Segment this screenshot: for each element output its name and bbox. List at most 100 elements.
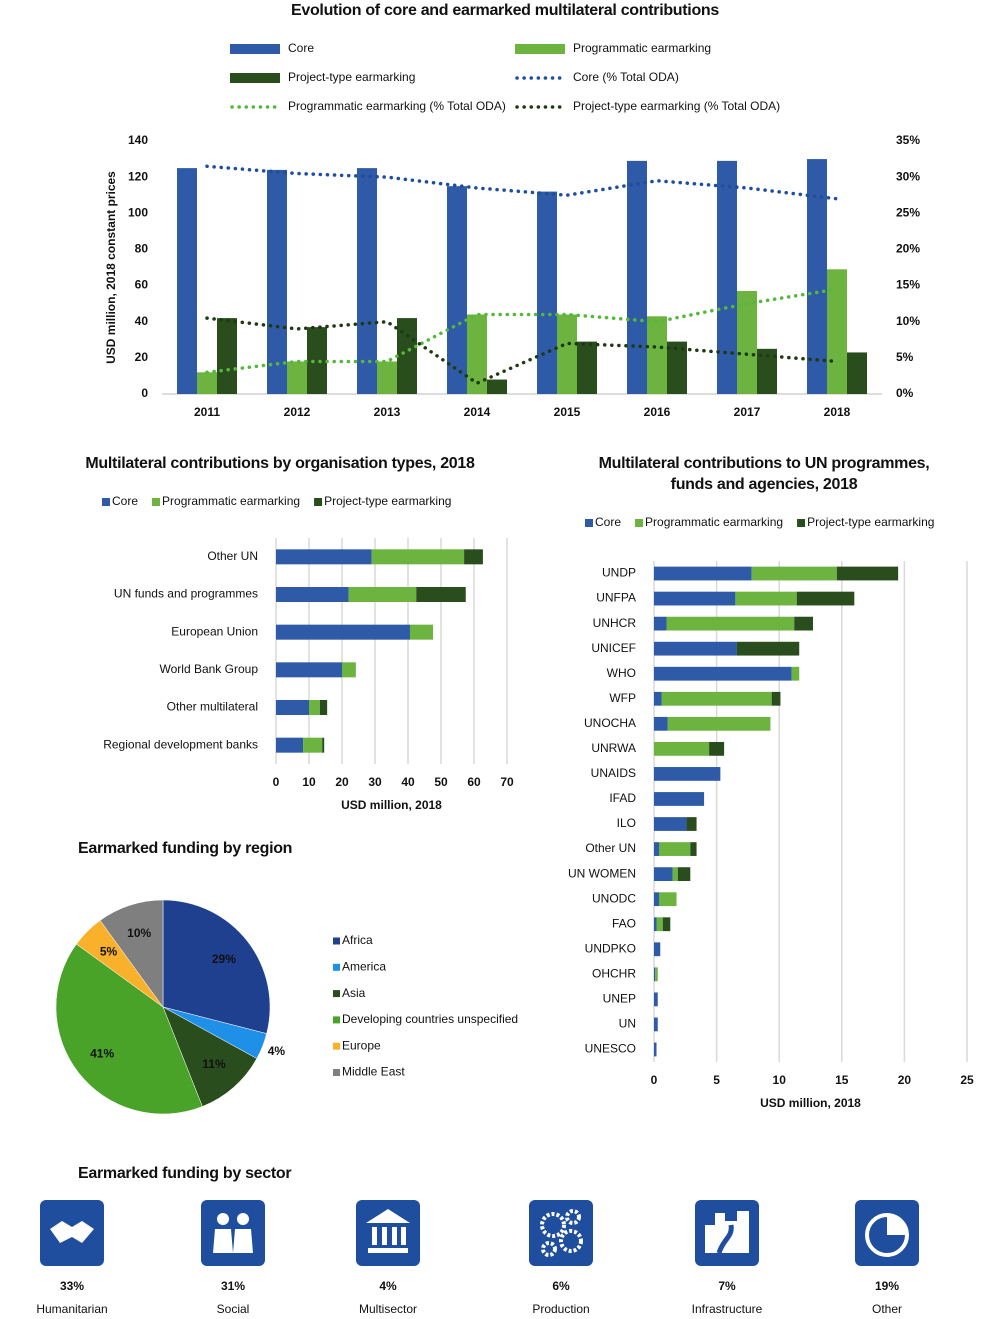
icon-glyph: [705, 1211, 749, 1253]
x-tick-label: 50: [434, 775, 448, 789]
bar-segment: [735, 591, 797, 606]
bar: [667, 341, 687, 394]
section-title: Earmarked funding by sector: [78, 1165, 292, 1182]
y-tick-label: UNHCR: [593, 616, 637, 630]
legend-swatch: [333, 1016, 340, 1024]
x-tick-label: 25: [960, 1073, 974, 1087]
bar: [717, 160, 737, 394]
x-tick-label: 15: [835, 1073, 849, 1087]
bar: [197, 372, 217, 394]
y-tick-label: 80: [135, 242, 149, 256]
bar-segment: [654, 817, 687, 831]
legend-label: Middle East: [342, 1065, 405, 1079]
line: [205, 316, 839, 386]
bar: [397, 318, 417, 394]
bar-segment: [655, 967, 658, 982]
legend-label: Core: [595, 515, 621, 529]
bar-segment: [690, 842, 697, 856]
sector-share: 7%: [718, 1279, 736, 1293]
bar: [757, 348, 777, 394]
icon-glyph: [541, 1241, 557, 1257]
y-tick-label: FAO: [612, 916, 636, 930]
sector-share: 4%: [379, 1279, 397, 1293]
sector-icon: [201, 1200, 265, 1266]
bar-segment: [659, 842, 691, 856]
y-tick-label: UNESCO: [585, 1042, 636, 1056]
bar-segment: [736, 641, 800, 656]
y-tick-label: World Bank Group: [160, 662, 259, 676]
y2-tick-label: 15%: [896, 278, 920, 292]
bar: [467, 314, 487, 394]
bar-segment: [654, 992, 658, 1007]
legend-swatch: [333, 963, 340, 971]
x-tick-label: 60: [467, 775, 481, 789]
legend-label: Developing countries unspecified: [342, 1012, 518, 1026]
bar-segment: [654, 666, 792, 681]
y-tick-label: IFAD: [609, 791, 636, 805]
icon-glyph: [887, 1215, 907, 1235]
x-tick-label: 40: [401, 775, 415, 789]
bar: [627, 160, 647, 394]
icon-glyph: [217, 1213, 229, 1225]
y-tick-label: UNFPA: [596, 591, 636, 605]
icon-glyph: [237, 1213, 249, 1225]
legend-swatch: [230, 73, 280, 83]
legend-swatch: [333, 990, 340, 998]
icon-glyph: [565, 1209, 581, 1225]
sector-icon: [529, 1200, 593, 1266]
bar-segment: [661, 691, 772, 706]
legend-label: Africa: [342, 933, 373, 947]
icon-glyph: [559, 1229, 583, 1253]
y-tick-label: Regional development banks: [103, 737, 258, 751]
sector-label: Social: [217, 1302, 250, 1316]
y-tick-label: UNDPKO: [585, 941, 636, 955]
x-tick-label: 20: [335, 775, 349, 789]
slice-label: 4%: [268, 1044, 286, 1058]
legend-swatch: [797, 519, 806, 527]
icon-box: [529, 1200, 593, 1266]
y-tick-label: European Union: [171, 624, 258, 638]
bar-segment: [662, 917, 671, 932]
y-tick-label: WHO: [607, 666, 636, 680]
bar-segment: [276, 549, 372, 565]
bar-segment: [654, 842, 660, 856]
legend-swatch: [230, 44, 280, 54]
slice-label: 41%: [90, 1046, 114, 1060]
legend-label: Programmatic earmarking: [162, 494, 300, 508]
pie-slice: [162, 899, 271, 1034]
x-tick-label: 30: [368, 775, 382, 789]
bar: [177, 168, 197, 394]
icon-glyph: [50, 1221, 94, 1243]
bar: [307, 327, 327, 394]
bar-segment: [654, 1017, 658, 1032]
x-tick-label: 0: [651, 1073, 658, 1087]
x-tick-label: 2012: [284, 405, 311, 419]
bar: [447, 186, 467, 394]
x-axis-label: USD million, 2018: [341, 798, 442, 812]
y2-tick-label: 30%: [896, 169, 920, 183]
y-tick-label: UNRWA: [591, 741, 636, 755]
y-tick-label: UNEP: [603, 992, 636, 1006]
bar-segment: [796, 591, 855, 606]
chart-title: Multilateral contributions by organisati…: [85, 455, 475, 472]
bar-segment: [836, 566, 899, 581]
x-tick-label: 10: [773, 1073, 787, 1087]
sector-share: 19%: [875, 1279, 899, 1293]
bar-segment: [654, 942, 661, 957]
x-tick-label: 2014: [464, 405, 491, 419]
bar-segment: [409, 624, 434, 640]
sector-icon: [695, 1200, 759, 1266]
slice-label: 11%: [202, 1057, 226, 1071]
x-tick-label: 2017: [734, 405, 761, 419]
y2-tick-label: 5%: [896, 350, 914, 364]
legend-swatch: [333, 937, 340, 945]
sector-share: 33%: [60, 1279, 84, 1293]
y-tick-label: UN WOMEN: [568, 866, 636, 880]
bar-segment: [654, 867, 673, 882]
bar: [267, 169, 287, 394]
y-tick-label: UNAIDS: [591, 766, 636, 780]
bar-segment: [654, 792, 705, 806]
x-tick-label: 70: [500, 775, 514, 789]
